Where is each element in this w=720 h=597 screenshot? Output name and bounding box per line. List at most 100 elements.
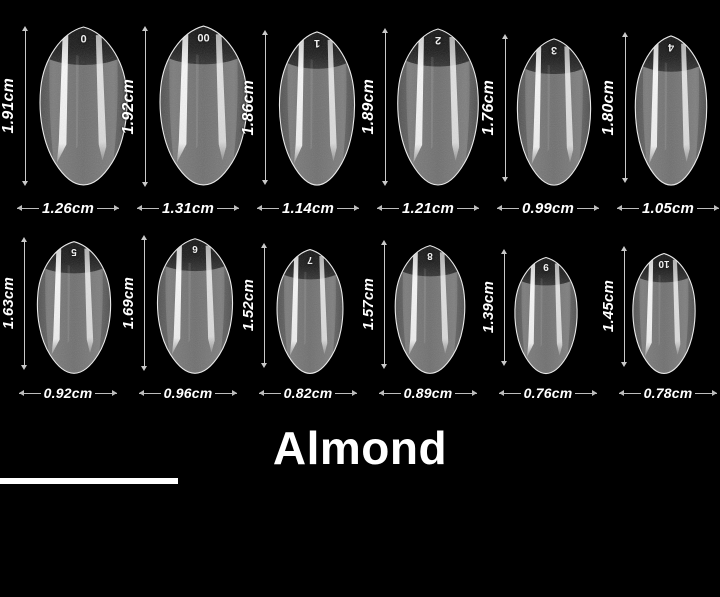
length-label: 1.39cm [480,281,497,334]
width-dimension: 1.26cm [12,200,124,217]
arrow-left-icon [258,389,264,396]
arrow-left-icon [616,205,622,211]
length-dimension-line [21,26,30,186]
arrow-up-icon [142,26,148,31]
length-dimension-line [380,240,389,369]
length-dimension-line [500,249,509,366]
length-dimension: 1.57cm [360,240,389,369]
width-dimension: 0.82cm [258,385,358,401]
nail-tip-1: 1 [276,30,358,187]
arrow-left-icon [376,205,382,211]
arrow-down-icon [382,181,388,186]
length-dimension: 1.86cm [240,30,270,185]
arrow-right-icon [594,205,600,211]
width-line-right [577,205,600,211]
shape-title-block: Almond [0,425,720,484]
width-label: 0.82cm [283,385,333,401]
arrow-up-icon [502,34,508,39]
length-dimension: 1.45cm [600,246,629,367]
arrow-down-icon [622,178,628,183]
width-line-left [496,205,519,211]
arrow-right-icon [114,205,120,211]
arrow-up-icon [382,28,388,33]
width-line-left [256,205,279,211]
page-title: Almond [272,422,448,474]
width-line-right [455,389,478,396]
length-dimension-line [260,243,269,368]
nail-tip-7: 7 [274,248,346,375]
width-line-right [575,389,598,396]
width-line-left [258,389,281,396]
arrow-up-icon [621,246,627,251]
width-line-right [95,389,118,396]
arrow-right-icon [472,389,478,396]
width-dimension: 1.05cm [616,200,720,217]
width-dimension: 1.21cm [375,200,481,217]
length-label: 1.86cm [240,79,257,136]
nail-tip-8: 8 [392,244,468,375]
length-label: 1.45cm [600,280,617,333]
length-label: 1.63cm [0,277,17,330]
nail-tip-cell: 1.69cm [120,225,240,405]
arrow-up-icon [141,235,147,240]
arrow-left-icon [16,205,22,211]
arrow-up-icon [622,32,628,37]
width-label: 1.26cm [41,200,95,217]
length-dimension: 1.91cm [0,26,30,186]
nail-tip-cell: 1.63cm [0,225,120,405]
width-label: 1.14cm [281,200,335,217]
arrow-right-icon [232,389,238,396]
nail-tip-cell: 1.45cm [600,225,720,405]
nail-tip-cell: 1.89cm [360,0,480,225]
arrow-left-icon [18,389,24,396]
arrow-right-icon [712,389,718,396]
nail-tip-10: 10 [630,252,698,375]
width-dimension: 0.96cm [135,385,241,401]
nail-tip-cell: 1.92cm [120,0,240,225]
nail-tip-cell: 1.80cm [600,0,720,225]
width-line-left [618,389,641,396]
length-dimension-line [140,235,149,371]
width-line-right [695,389,718,396]
width-line-left [498,389,521,396]
length-dimension: 1.89cm [360,28,390,186]
arrow-down-icon [21,365,27,370]
nail-tip-00: 00 [156,24,251,187]
nail-row-top: 1.91cm [0,0,720,225]
nail-tip-4: 4 [632,34,710,187]
length-dimension: 1.80cm [600,32,630,183]
width-label: 1.31cm [161,200,215,217]
length-dimension-line [381,28,390,186]
nail-tip-6: 6 [154,237,236,375]
nail-tip-cell: 1.57cm [360,225,480,405]
nail-tip-3: 3 [514,37,594,187]
arrow-down-icon [22,181,28,186]
arrow-left-icon [378,389,384,396]
width-dimension: 1.31cm [132,200,244,217]
length-label: 1.69cm [120,276,137,330]
length-dimension-line [141,26,150,187]
arrow-left-icon [496,205,502,211]
arrow-left-icon [498,389,504,396]
length-dimension-line [621,32,630,183]
length-dimension-line [261,30,270,185]
width-line-right [97,205,120,211]
arrow-down-icon [381,364,387,369]
width-line-left [376,205,399,211]
length-dimension: 1.92cm [120,26,150,187]
width-line-left [18,389,41,396]
width-label: 0.96cm [163,385,213,401]
arrow-down-icon [261,363,267,368]
width-label: 0.76cm [523,385,573,401]
width-dimension: 0.99cm [496,200,600,217]
width-label: 1.05cm [641,200,695,217]
arrow-up-icon [22,26,28,31]
width-line-right [697,205,720,211]
length-label: 1.52cm [240,279,257,332]
width-label: 1.21cm [401,200,455,217]
nail-row-bottom: 1.63cm [0,225,720,405]
width-line-right [457,205,480,211]
width-line-right [215,389,238,396]
width-dimension: 0.89cm [377,385,479,401]
